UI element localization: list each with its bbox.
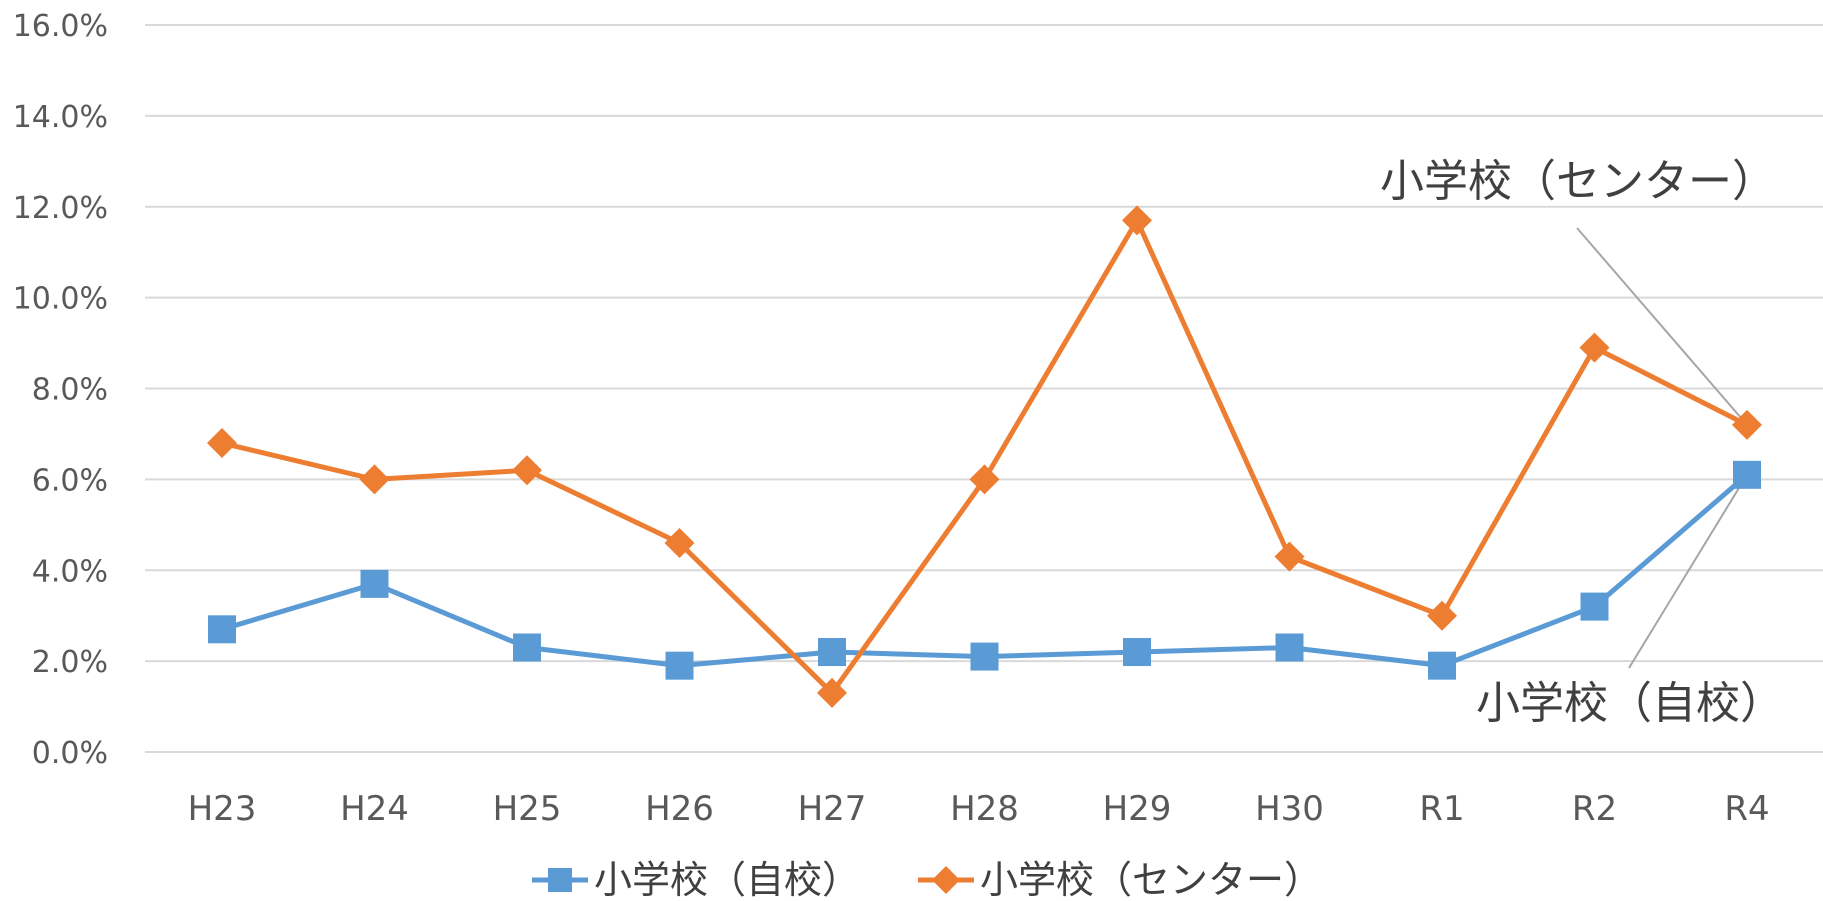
data-point	[1274, 541, 1305, 572]
y-tick-label: 4.0%	[32, 554, 108, 589]
x-tick-label: H26	[645, 789, 714, 829]
x-tick-label: R1	[1419, 789, 1464, 829]
x-tick-label: H30	[1255, 789, 1324, 829]
legend-entry: 小学校（センター）	[918, 858, 1322, 901]
y-tick-label: 0.0%	[32, 736, 108, 771]
data-point	[817, 677, 847, 708]
series-1	[208, 460, 1761, 680]
grid-lines	[145, 24, 1823, 753]
legend-marker	[548, 868, 572, 892]
data-point	[513, 633, 541, 662]
y-tick-label: 2.0%	[32, 645, 108, 680]
annotation-leader	[1576, 227, 1748, 426]
y-tick-label: 8.0%	[32, 373, 108, 408]
x-tick-label: H25	[493, 789, 562, 829]
annotation-leader	[1628, 474, 1748, 669]
x-tick-label: H23	[188, 789, 257, 829]
x-tick-label: H24	[340, 789, 409, 829]
data-point	[665, 651, 694, 680]
x-tick-label: H28	[950, 789, 1019, 829]
x-tick-label: H27	[798, 789, 867, 829]
data-point	[208, 615, 236, 644]
data-point	[1580, 592, 1609, 621]
y-tick-label: 10.0%	[13, 282, 108, 317]
annotation-leaders	[1576, 227, 1748, 669]
y-tick-label: 14.0%	[13, 100, 108, 135]
data-point	[664, 527, 695, 558]
data-point	[1428, 651, 1456, 680]
x-tick-label: H29	[1103, 789, 1172, 829]
annotation-label: 小学校（自校）	[1476, 678, 1784, 729]
legend-label: 小学校（センター）	[980, 858, 1322, 901]
data-point	[359, 464, 390, 495]
series-line	[221, 217, 1749, 696]
data-point	[512, 455, 542, 486]
series-2	[207, 205, 1762, 708]
annotations: 小学校（センター） 小学校（自校）	[1380, 156, 1784, 729]
data-point	[818, 638, 846, 667]
series-layer	[207, 205, 1762, 708]
legend-marker	[932, 866, 960, 894]
legend-entry: 小学校（自校）	[532, 858, 860, 901]
data-point	[1427, 600, 1457, 631]
data-point	[207, 428, 237, 459]
y-tick-label: 12.0%	[13, 191, 108, 226]
data-point	[970, 642, 999, 671]
y-axis-ticks: 0.0% 2.0% 4.0% 6.0% 8.0% 10.0% 12.0% 14.0% 16.0%	[13, 9, 108, 771]
y-tick-label: 6.0%	[32, 463, 108, 498]
data-point	[969, 464, 1000, 495]
data-point	[1123, 638, 1151, 667]
data-point	[1732, 409, 1762, 440]
data-point	[1122, 205, 1152, 236]
x-tick-label: R4	[1724, 789, 1769, 829]
legend: 小学校（自校） 小学校（センター）	[532, 858, 1322, 901]
data-point	[1733, 460, 1761, 489]
data-point	[1275, 633, 1304, 662]
legend-label: 小学校（自校）	[594, 858, 860, 901]
x-axis-ticks: H23 H24 H25 H26 H27 H28 H29 H30 R1 R2 R4	[188, 789, 1770, 829]
data-point	[1579, 332, 1610, 363]
data-point	[360, 569, 389, 598]
y-tick-label: 16.0%	[13, 9, 108, 44]
x-tick-label: R2	[1572, 789, 1617, 829]
annotation-label: 小学校（センター）	[1380, 156, 1776, 207]
